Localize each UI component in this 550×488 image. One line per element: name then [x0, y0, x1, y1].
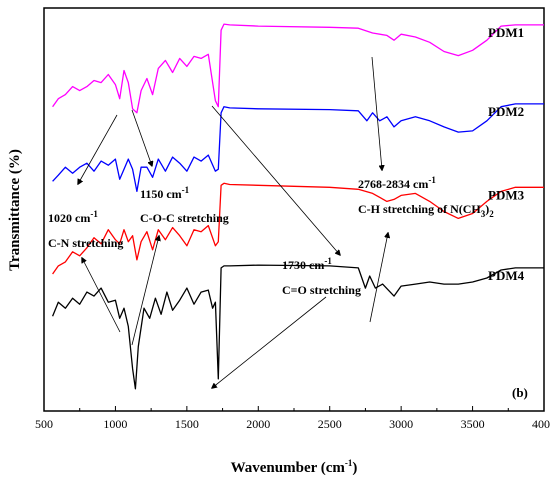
x-tick-label: 2000	[246, 417, 270, 431]
arrow-1150-pdm1	[131, 109, 152, 166]
arrow-2768-pdm4	[369, 233, 388, 323]
x-tick-label: 500	[35, 417, 53, 431]
series-labels: PDM1 PDM2 PDM3 PDM4	[488, 25, 525, 283]
arrow-1020-pdm3	[82, 258, 121, 333]
arrow-1730-pdm4	[212, 296, 327, 388]
annotation-1730: 1730 cm-1	[282, 256, 332, 272]
series-line-pdm3	[52, 182, 544, 275]
panel-label: (b)	[512, 385, 528, 400]
series-label-pdm3: PDM3	[488, 187, 525, 202]
series-group	[51, 23, 544, 390]
annotation-1150: 1150 cm-1	[140, 185, 190, 201]
annotation-coc-stretching: C-O-C stretching	[140, 211, 229, 225]
x-tick-label: 1500	[175, 417, 199, 431]
arrow-1020-pdm1	[78, 114, 118, 184]
arrow-2768-pdm1	[371, 56, 382, 170]
x-axis-ticks: 500 1000 1500 2000 2500 3000 3500 4000	[35, 406, 550, 431]
x-tick-label: 4000	[532, 417, 550, 431]
series-label-pdm2: PDM2	[488, 104, 524, 119]
arrow-1730-pdm1	[211, 105, 340, 255]
x-tick-label: 3000	[389, 417, 413, 431]
y-axis-label: Transmittance (%)	[7, 149, 23, 271]
series-line-pdm4	[51, 264, 544, 390]
series-line-pdm2	[52, 103, 544, 193]
annotation-1020: 1020 cm-1	[48, 209, 98, 225]
x-tick-label: 1000	[103, 417, 127, 431]
series-line-pdm1	[52, 23, 544, 114]
annotation-co-stretching: C=O stretching	[282, 283, 361, 297]
series-label-pdm1: PDM1	[488, 25, 524, 40]
x-tick-label: 2500	[318, 417, 342, 431]
annotation-arrows	[78, 56, 388, 388]
x-tick-label: 3500	[461, 417, 485, 431]
arrow-1150-pdm4	[131, 236, 159, 346]
series-label-pdm4: PDM4	[488, 268, 525, 283]
annotation-2768-2834: 2768-2834 cm-1	[358, 175, 436, 191]
annotation-ch-stretching: C-H stretching of N(CH3)2	[358, 202, 494, 219]
annotation-cn-stretching: C-N stretching	[48, 236, 123, 250]
x-axis-label: Wavenumber (cm-1)	[231, 458, 358, 476]
